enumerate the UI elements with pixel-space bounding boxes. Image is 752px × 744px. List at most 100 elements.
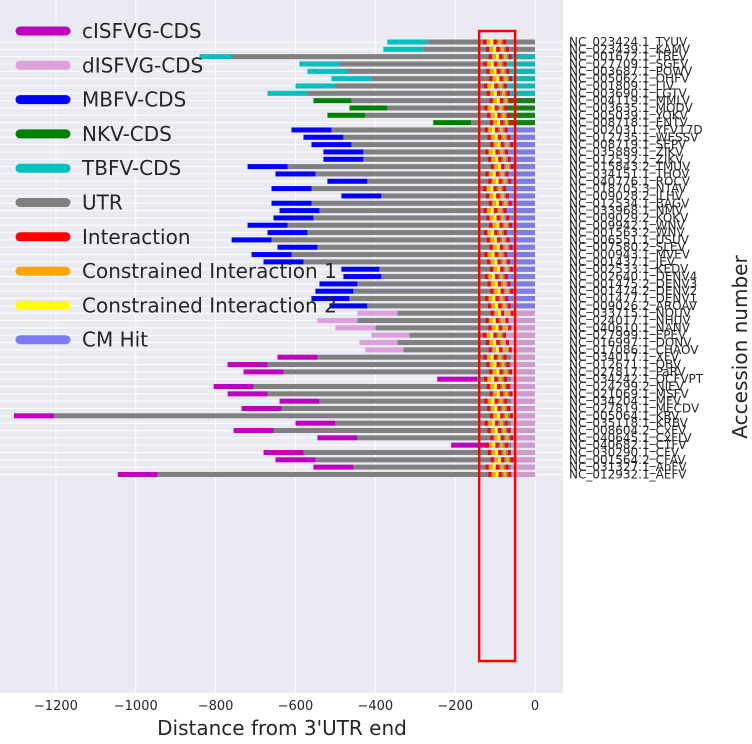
interaction-mark bbox=[495, 149, 499, 155]
interaction-mark bbox=[491, 105, 495, 111]
cm-hit-bar bbox=[503, 252, 536, 258]
cds-bar bbox=[319, 281, 358, 287]
cds-bar bbox=[277, 354, 318, 360]
y-tick-label: NC_003690.1_LGTV bbox=[569, 86, 688, 100]
interaction-mark bbox=[506, 237, 510, 243]
x-tick-label: −1200 bbox=[34, 699, 78, 714]
interaction-mark bbox=[494, 376, 498, 382]
y-tick-label: NC_033715.1_NOUV bbox=[569, 306, 692, 320]
cm-hit-bar bbox=[507, 54, 536, 60]
interaction-mark bbox=[505, 296, 509, 302]
interaction-mark bbox=[497, 310, 501, 316]
bar-row bbox=[307, 68, 536, 74]
interaction-mark bbox=[510, 142, 514, 148]
cm-hit-bar bbox=[507, 90, 536, 96]
interaction-mark bbox=[490, 332, 494, 338]
bar-row bbox=[315, 288, 536, 294]
y-tick-label: NC_040645.1_CxFLV bbox=[569, 431, 692, 445]
utr-bar bbox=[351, 98, 536, 104]
interaction-mark bbox=[499, 369, 503, 375]
cds-bar bbox=[343, 274, 382, 280]
cm-hit-bar bbox=[507, 68, 536, 74]
interaction-mark bbox=[493, 39, 497, 45]
cds-bar bbox=[279, 398, 320, 404]
cm-hit-bar bbox=[507, 105, 536, 111]
cds-bar bbox=[271, 200, 312, 206]
interaction-mark bbox=[489, 442, 493, 448]
bar-row bbox=[117, 471, 536, 477]
y-tick-label: NC_012534.1_BAGV bbox=[569, 196, 690, 210]
interaction-mark bbox=[491, 376, 495, 382]
interaction-mark bbox=[490, 208, 494, 214]
utr-bar bbox=[397, 340, 536, 346]
interaction-mark bbox=[503, 156, 507, 162]
interaction-mark bbox=[493, 61, 497, 67]
interaction-mark bbox=[487, 134, 491, 140]
interaction-mark bbox=[496, 193, 500, 199]
bar-row bbox=[275, 457, 536, 463]
interaction-mark bbox=[497, 457, 501, 463]
interaction-mark bbox=[503, 347, 507, 353]
interaction-mark bbox=[505, 318, 509, 324]
x-tick-label: −800 bbox=[198, 699, 234, 714]
utr-bar bbox=[311, 200, 536, 206]
interaction-mark bbox=[483, 354, 487, 360]
interaction-mark bbox=[502, 427, 506, 433]
cds-bar bbox=[277, 244, 318, 250]
interaction-mark bbox=[483, 186, 487, 192]
legend-item: cISFVG-CDS bbox=[15, 19, 202, 43]
interaction-mark bbox=[491, 281, 495, 287]
interaction-mark bbox=[501, 68, 505, 74]
bar-row bbox=[227, 362, 536, 368]
legend-label: Constrained Interaction 2 bbox=[82, 293, 337, 317]
interaction-mark bbox=[503, 449, 507, 455]
cds-bar bbox=[279, 208, 320, 214]
cm-hit-bar bbox=[507, 112, 536, 118]
interaction-mark bbox=[507, 303, 511, 309]
bar-row bbox=[383, 46, 536, 52]
interaction-mark bbox=[493, 46, 497, 52]
interaction-mark bbox=[510, 310, 514, 316]
cds-bar bbox=[263, 449, 304, 455]
interaction-mark bbox=[509, 244, 513, 250]
interaction-mark bbox=[509, 369, 513, 375]
bar-row bbox=[243, 369, 536, 375]
interaction-mark bbox=[489, 76, 493, 82]
y-tick-label: NC_001564.2_CFAV bbox=[569, 453, 686, 467]
interaction-mark bbox=[491, 259, 495, 265]
utr-bar bbox=[303, 259, 536, 265]
interaction-mark bbox=[490, 457, 494, 463]
utr-bar bbox=[357, 318, 536, 324]
interaction-mark bbox=[499, 376, 503, 382]
interaction-mark bbox=[490, 39, 494, 45]
interaction-mark bbox=[496, 244, 500, 250]
interaction-mark bbox=[497, 237, 501, 243]
interaction-mark bbox=[494, 288, 498, 294]
interaction-mark bbox=[488, 178, 492, 184]
utr-bar bbox=[157, 471, 536, 477]
utr-bar bbox=[53, 413, 536, 419]
bar-row bbox=[327, 178, 536, 184]
interaction-mark bbox=[510, 457, 514, 463]
interaction-mark bbox=[483, 230, 487, 236]
interaction-mark bbox=[490, 288, 494, 294]
interaction-mark bbox=[505, 266, 509, 272]
legend-item: MBFV-CDS bbox=[15, 88, 186, 112]
cm-hit-bar bbox=[503, 318, 536, 324]
legend-item: dISFVG-CDS bbox=[15, 53, 203, 77]
interaction-mark bbox=[504, 105, 508, 111]
interaction-mark bbox=[490, 61, 494, 67]
interaction-mark bbox=[495, 449, 499, 455]
interaction-mark bbox=[484, 274, 488, 280]
interaction-mark bbox=[491, 127, 495, 133]
cm-hit-bar bbox=[503, 259, 536, 265]
interaction-mark bbox=[497, 435, 501, 441]
bar-row bbox=[277, 354, 536, 360]
interaction-mark bbox=[483, 332, 487, 338]
x-axis-label: Distance from 3'UTR end bbox=[157, 716, 407, 740]
utr-bar bbox=[343, 134, 536, 140]
interaction-mark bbox=[510, 164, 514, 170]
interaction-mark bbox=[489, 340, 493, 346]
legend-label: dISFVG-CDS bbox=[82, 53, 203, 77]
interaction-mark bbox=[499, 230, 503, 236]
